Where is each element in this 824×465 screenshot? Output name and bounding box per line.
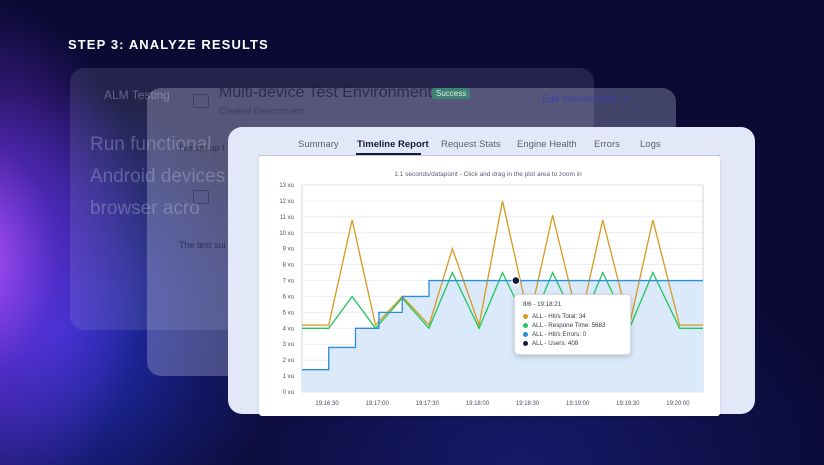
status-badge: Success [432,88,471,99]
x-tick-label: 19:18:30 [516,401,540,407]
y-tick-label: 13 vu [279,183,294,189]
y-tick-label: 5 vu [283,310,294,316]
tooltip-row: ALL - Users: 408 [523,340,578,347]
legend-dot-users [523,340,528,346]
x-tick-label: 19:17:00 [366,401,390,407]
report-tabs: Summary Timeline Report Request Stats En… [228,139,755,155]
chart-tooltip: 8/6 - 19:18:21 ALL - Hit/s Total: 34 ALL… [514,294,631,355]
tooltip-users-label: ALL - Users: 408 [532,340,579,347]
users-line [302,279,703,371]
ghost-message-2: The test sui [179,240,226,250]
ghost-card-title: ALM Testing [104,88,170,102]
x-tick-label: 19:19:00 [566,401,590,407]
tooltip-errors-label: ALL - Hit/s Errors: 0 [532,331,587,338]
active-tab-indicator [356,153,421,155]
x-tick-label: 19:18:00 [466,401,490,407]
y-tick-label: 8 vu [283,263,294,269]
tab-logs[interactable]: Logs [640,139,661,150]
x-tick-label: 19:20:00 [666,401,690,407]
environment-title: Multi-device Test Environment [219,84,433,101]
tooltip-response-label: ALL - Respone Time: 5683 [532,322,606,329]
ghost-card-text-3: browser acro [90,198,200,219]
y-tick-label: 4 vu [283,326,294,332]
tooltip-hits-label: ALL - Hit/s Total: 34 [532,313,586,320]
y-tick-label: 2 vu [283,358,294,364]
tooltip-title: 8/6 - 19:18:21 [523,301,562,308]
ghost-message-1: I've set up t [179,143,225,153]
y-tick-label: 6 vu [283,294,294,300]
y-tick-label: 12 vu [279,199,294,205]
y-tick-label: 7 vu [283,279,294,285]
ghost-card-text-1: Run functional [90,134,212,155]
tab-engine-health[interactable]: Engine Health [517,139,577,150]
y-tick-label: 10 vu [279,231,294,237]
hits-total-line [302,200,703,328]
x-tick-label: 19:19:30 [616,401,640,407]
document-icon [193,190,209,204]
legend-dot-errors [523,331,528,337]
x-tick-label: 19:17:30 [416,401,440,407]
edit-environment-link[interactable]: Edit environment ↗ [542,94,628,105]
y-tick-label: 1 vu [283,374,294,380]
chart-subtitle: 1:1 seconds/datapoint - Click and drag i… [394,171,582,178]
response-time-line [302,270,703,330]
edit-environment-label: Edit environment [542,94,618,105]
tab-summary[interactable]: Summary [298,139,339,150]
tooltip-row: ALL - Hit/s Errors: 0 [523,331,586,338]
tab-request-stats[interactable]: Request Stats [441,139,501,150]
folder-icon [193,94,209,108]
step-heading: STEP 3: ANALYZE RESULTS [68,37,269,52]
y-tick-label: 3 vu [283,342,294,348]
tab-timeline-report[interactable]: Timeline Report [357,139,429,150]
environment-subtitle: Created Environment [219,106,305,116]
tab-errors[interactable]: Errors [594,139,620,150]
hover-marker [511,276,521,285]
y-tick-label: 9 vu [283,247,294,253]
legend-dot-hits [523,313,528,319]
y-tick-label: 0 vu [283,390,294,396]
tooltip-row: ALL - Respone Time: 5683 [523,322,605,329]
tabs-divider [259,155,720,156]
external-link-icon: ↗ [619,94,629,105]
legend-dot-response [523,322,528,328]
tooltip-row: ALL - Hit/s Total: 34 [523,313,586,320]
x-tick-label: 19:16:30 [315,401,339,407]
y-tick-label: 11 vu [280,215,294,221]
ghost-card-text-2: Android devices [90,166,226,187]
